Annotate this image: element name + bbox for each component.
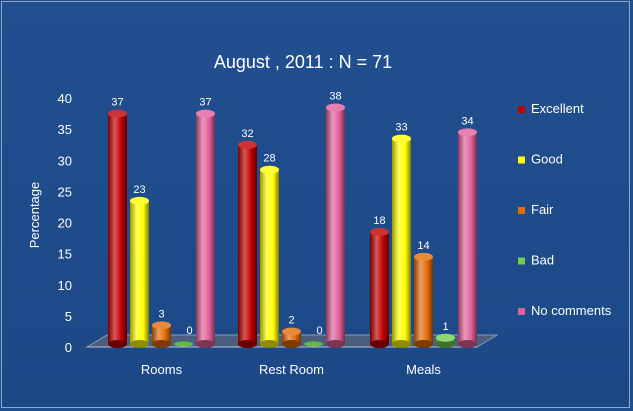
- bar-base: [436, 340, 455, 348]
- x-tick-label: Rest Room: [259, 362, 324, 377]
- bar-base: [108, 340, 127, 348]
- y-tick-label: 5: [65, 309, 72, 324]
- data-label: 23: [133, 184, 145, 196]
- data-label: 18: [373, 215, 385, 227]
- bar-base: [326, 340, 345, 348]
- data-label: 3: [158, 308, 164, 320]
- legend-label: Fair: [531, 202, 554, 217]
- legend-label: Excellent: [531, 101, 584, 116]
- data-label: 34: [461, 115, 473, 127]
- y-tick-label: 35: [58, 122, 72, 137]
- legend-label: No comments: [531, 303, 612, 318]
- bar: [326, 107, 345, 344]
- bar-base: [260, 340, 279, 348]
- legend-label: Bad: [531, 253, 554, 268]
- bar-top: [326, 103, 345, 112]
- y-tick-label: 20: [58, 216, 72, 231]
- bar-top: [458, 128, 477, 137]
- bar: [304, 341, 323, 347]
- legend-swatch: [518, 257, 525, 265]
- data-label: 2: [288, 315, 294, 327]
- y-tick-label: 0: [65, 340, 72, 355]
- y-tick-label: 25: [58, 184, 72, 199]
- bar-top: [436, 333, 455, 342]
- data-label: 37: [111, 97, 123, 109]
- y-axis-label: Percentage: [27, 182, 42, 249]
- bar-top: [392, 134, 411, 143]
- bar-base: [458, 340, 477, 348]
- legend-swatch: [518, 156, 525, 164]
- bar-top: [238, 140, 257, 149]
- bar: [108, 113, 127, 344]
- data-label: 38: [329, 90, 341, 102]
- bar: [370, 231, 389, 344]
- bar-top: [108, 109, 127, 118]
- bar-top: [260, 165, 279, 174]
- bar: [238, 144, 257, 344]
- bar-top: [196, 109, 215, 118]
- data-label: 0: [316, 325, 322, 337]
- x-tick-label: Rooms: [141, 362, 183, 377]
- bar-base: [282, 340, 301, 348]
- bar: [414, 256, 433, 344]
- data-label: 37: [199, 97, 211, 109]
- data-label: 28: [263, 153, 275, 165]
- bar-base: [152, 340, 171, 348]
- data-label: 1: [442, 321, 448, 333]
- data-label: 33: [395, 122, 407, 134]
- bar-base: [392, 340, 411, 348]
- legend-swatch: [518, 106, 525, 113]
- bar: [196, 113, 215, 344]
- bar-top: [282, 327, 301, 336]
- bar-base: [130, 340, 149, 348]
- data-label: 14: [417, 240, 429, 252]
- bar: [174, 341, 193, 347]
- bar-base: [414, 340, 433, 348]
- bar-top: [370, 227, 389, 236]
- data-label: 32: [241, 128, 253, 140]
- bar: [458, 132, 477, 344]
- data-label: 0: [186, 325, 192, 337]
- bar: [130, 200, 149, 344]
- bar-base: [238, 340, 257, 348]
- bar-top: [130, 196, 149, 205]
- y-tick-label: 15: [58, 247, 72, 262]
- y-tick-label: 40: [58, 91, 72, 106]
- x-tick-label: Meals: [406, 362, 441, 377]
- y-tick-label: 10: [58, 278, 72, 293]
- bar: [392, 138, 411, 344]
- bar-base: [370, 340, 389, 348]
- legend-label: Good: [531, 152, 563, 167]
- bar-top: [152, 321, 171, 330]
- bar: [260, 169, 279, 344]
- legend-swatch: [518, 207, 525, 214]
- bar-top: [414, 252, 433, 261]
- chart-title: August , 2011 : N = 71: [214, 52, 392, 72]
- bar-base: [196, 340, 215, 348]
- y-tick-label: 30: [58, 153, 72, 168]
- legend-swatch: [518, 308, 525, 315]
- bar: [152, 325, 171, 344]
